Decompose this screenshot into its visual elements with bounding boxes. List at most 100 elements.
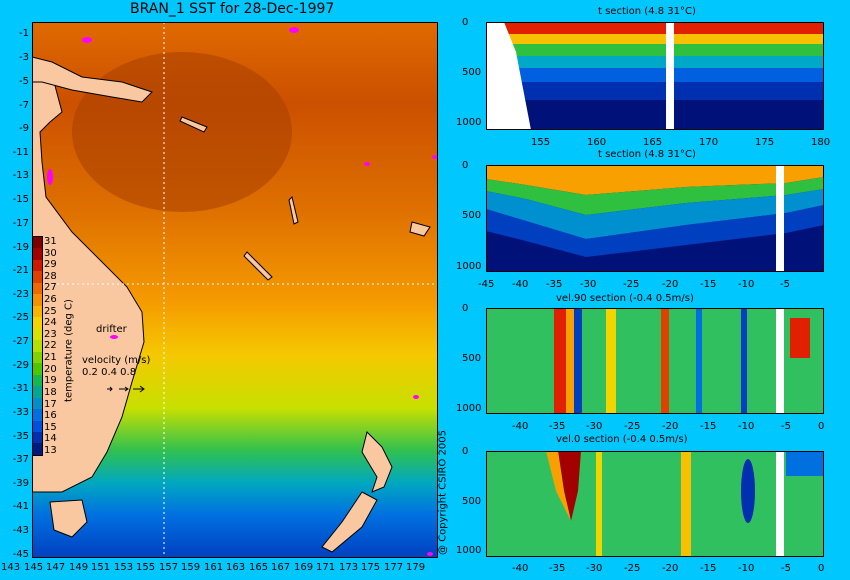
lat-tick: -33 [12,407,29,418]
section-3-ytick: 0 [462,303,469,314]
lon-tick: 143 [1,562,21,573]
section-2-xtick: -45 [478,279,495,290]
lat-tick: -41 [12,501,29,512]
velocity-arrow-icon [107,385,145,393]
colorbar-swatch [33,271,42,283]
drifter-marker [110,335,118,339]
lat-tick: -35 [12,431,29,442]
lat-tick: -25 [12,312,29,323]
drifter-marker [432,155,438,159]
lon-tick: 163 [226,562,246,573]
section-1-xtick: 180 [811,137,831,148]
section-3-plot[interactable] [486,308,824,414]
drifter-marker [47,169,53,185]
section-2-xtick: -10 [738,279,755,290]
lat-tick: -21 [12,265,29,276]
lon-tick: 159 [181,562,201,573]
colorbar-swatch [33,340,42,352]
section-1-xtick: 175 [755,137,775,148]
vanuatu-islands [288,196,299,225]
lon-tick: 165 [249,562,269,573]
colorbar-label: 27 [44,282,57,294]
lat-tick: -27 [12,336,29,347]
section-2-xtick: -20 [662,279,679,290]
colorbar-swatch [33,409,42,421]
colorbar-label: 31 [44,236,57,247]
lat-tick: -19 [12,242,29,253]
colorbar-label: 28 [44,270,57,282]
section-4-ytick: 0 [462,446,469,457]
section-1-xtick: 155 [531,137,551,148]
colorbar-swatch [33,386,42,398]
lon-tick: 171 [316,562,336,573]
section-2-xtick: -25 [623,279,640,290]
section-1-ytick: 1000 [456,117,482,128]
colorbar-label: 20 [44,363,57,375]
colorbar-title: temperature (deg C) [63,299,75,402]
lat-tick: -9 [19,123,29,134]
section-3-xtick: -15 [700,421,717,432]
colorbar-swatch [33,282,42,295]
lon-tick: 157 [159,562,179,573]
colorbar-swatch [33,363,42,375]
lon-tick: 145 [24,562,44,573]
lat-tick: -3 [19,52,29,63]
section-4-xtick: 0 [818,563,825,574]
section-3-xtick: -30 [586,421,603,432]
lon-tick: 179 [406,562,426,573]
section-2-plot[interactable] [486,165,824,272]
colorbar-swatch [33,248,42,260]
section-3-title: vel.90 section (-0.4 0.5m/s) [556,293,694,304]
section-3-xtick: -20 [662,421,679,432]
drifter-marker [289,27,299,33]
section-4-plot[interactable] [486,451,824,557]
section-1-plot[interactable] [486,22,824,130]
map-title: BRAN_1 SST for 28-Dec-1997 [130,1,335,17]
copyright: @ Copyright CSIRO 2005 [437,430,449,555]
lon-tick: 175 [361,562,381,573]
section-1-title: t section (4.8 31°C) [598,6,696,17]
solomon-islands [179,116,208,133]
drifter-label: drifter [96,324,127,335]
section-2-ytick: 500 [462,210,482,221]
section-4-ytick: 1000 [456,545,482,556]
velocity-arrows [105,380,145,393]
velocity-label: velocity (m/s) [82,355,151,366]
lat-tick: -5 [19,76,29,87]
colorbar-label: 29 [44,259,57,271]
new-zealand-south-land [321,491,378,553]
lat-tick: -29 [12,360,29,371]
lon-tick: 169 [294,562,314,573]
lon-tick: 167 [271,562,291,573]
colorbar-label: 18 [44,386,57,398]
colorbar-label: 16 [44,410,57,422]
lat-tick: -37 [12,454,29,465]
section-2-xtick: -5 [780,279,790,290]
section-1-xtick: 170 [699,137,719,148]
section-3-ytick: 500 [462,353,482,364]
lon-tick: 173 [339,562,359,573]
lon-tick: 151 [91,562,111,573]
new-zealand-land [361,431,393,493]
lon-tick: 147 [46,562,66,573]
section-3-xtick: -25 [624,421,641,432]
tasmania-land [49,499,88,538]
colorbar-label: 15 [44,421,57,433]
section-2-ytick: 1000 [456,261,482,272]
section-2-title: t section (4.8 31°C) [598,149,696,160]
lat-tick: -1 [19,28,29,39]
section-4-xtick: -10 [738,563,755,574]
colorbar-label: 26 [44,294,57,306]
colorbar-swatch [33,443,42,455]
sst-map[interactable] [32,22,438,558]
colorbar-swatch [33,397,42,410]
drifter-marker [364,162,370,166]
lat-tick: -17 [12,218,29,229]
section-4-xtick: -20 [662,563,679,574]
section-4-title: vel.0 section (-0.4 0.5m/s) [556,434,688,445]
colorbar [32,236,43,456]
lon-tick: 153 [114,562,134,573]
lat-tick: -23 [12,289,29,300]
colorbar-swatch [33,431,42,444]
section-4-xtick: -5 [781,563,791,574]
